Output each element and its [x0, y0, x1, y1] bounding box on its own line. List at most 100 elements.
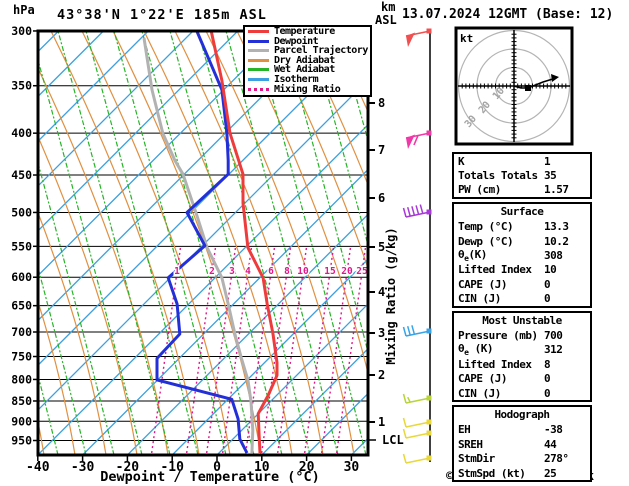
dry-adiabat-line-swatch — [248, 58, 269, 62]
most-unstable-section-title: Most Unstable — [482, 313, 562, 327]
wet-adiabat-line — [57, 31, 171, 455]
parcel-trajectory-curve — [142, 37, 255, 454]
dry-adiabat-line — [174, 31, 324, 455]
temperature-tick-label: -10 — [160, 460, 184, 475]
info-row-stmdir: StmDir 278° — [454, 451, 590, 465]
mixing-ratio-value-label: 15 — [324, 266, 336, 277]
legend-label: Dry Adiabat — [274, 54, 335, 66]
value: 0 — [544, 292, 551, 306]
mixing-ratio-value-label: 1 — [174, 266, 180, 277]
wet-adiabat-line — [38, 160, 115, 455]
pressure-tick-label: 600 — [11, 270, 32, 284]
info-row-surface-temp: Temp (°C) 13.3 — [454, 220, 590, 234]
temperature-tick-label: 30 — [344, 460, 360, 475]
dry-adiabat-line — [38, 66, 169, 455]
wind-barb — [402, 325, 432, 337]
isotherm-line — [126, 213, 368, 455]
wet-adiabat-line — [281, 31, 368, 355]
value: 0 — [544, 372, 551, 386]
mixing-ratio-value-label: 4 — [245, 266, 251, 277]
legend-label: Dewpoint — [274, 35, 319, 47]
wet-adiabat-line-swatch — [248, 68, 269, 72]
mixing-ratio-line-swatch — [248, 87, 269, 91]
wet-adiabat-line — [38, 57, 143, 455]
wind-barb — [405, 130, 432, 149]
value: 0 — [544, 277, 551, 291]
info-row-mu-theta-e: θe (K) 312 — [454, 342, 590, 357]
pressure-tick-label: 950 — [11, 434, 32, 448]
value: 278° — [544, 452, 569, 466]
value: 10.2 — [544, 234, 569, 248]
hodograph-stats-box: Hodograph EH -38 SREH 44 StmDir 278° Stm… — [452, 405, 592, 483]
surface-section-title: Surface — [500, 205, 544, 219]
mixing-ratio-value-label: 8 — [284, 266, 290, 277]
hodograph-storm-marker — [525, 85, 531, 91]
legend-label: Wet Adiabat — [274, 64, 335, 76]
legend-item-mixing-ratio: Mixing Ratio — [245, 84, 370, 94]
pressure-tick-label: 900 — [11, 414, 32, 428]
mixing-ratio-line — [221, 247, 253, 455]
value: 44 — [544, 437, 557, 451]
isotherm-line — [38, 31, 284, 277]
pressure-tick-label: 450 — [11, 168, 32, 182]
pressure-tick-label: 350 — [11, 79, 32, 93]
indices-box: K 1 Totals Totals 35 PW (cm) 1.57 — [452, 152, 592, 200]
mixing-ratio-value-label: 6 — [268, 266, 274, 277]
wind-barb — [402, 428, 432, 439]
temperature-tick-label: -30 — [71, 460, 95, 475]
wet-adiabat-line — [85, 31, 199, 455]
wet-adiabat-line — [197, 31, 311, 455]
temperature-tick-label: 0 — [213, 460, 221, 475]
plot-area: 1 2 3 4 6 8 10 15 20 25 — [38, 31, 368, 455]
mixing-ratio-axis-label: Mixing Ratio (g/kg) — [384, 227, 398, 364]
wind-barb — [402, 393, 432, 404]
lcl-label: LCL — [382, 433, 404, 447]
info-row-eh: EH -38 — [454, 423, 590, 437]
info-row-mu-cape: CAPE (J) 0 — [454, 371, 590, 385]
value: 1 — [544, 154, 551, 168]
asl-label: ASL — [375, 13, 397, 27]
wet-adiabat-line — [309, 31, 368, 248]
mixing-ratio-value-label: 2 — [209, 266, 215, 277]
info-row-surface-cape: CAPE (J) 0 — [454, 277, 590, 291]
info-row-surface-dewp: Dewp (°C) 10.2 — [454, 234, 590, 248]
km-tick-label: 8 — [378, 96, 385, 110]
mixing-ratio-line — [276, 247, 308, 455]
info-row-stmspd: StmSpd (kt) 25 — [454, 466, 590, 480]
km-tick-label: 7 — [378, 143, 385, 157]
wind-barb — [402, 417, 432, 428]
isotherm-line-swatch — [248, 78, 269, 81]
legend-label: Parcel Trajectory — [274, 45, 368, 57]
info-row-pw: PW (cm) 1.57 — [454, 183, 590, 197]
wet-adiabat-line — [169, 31, 283, 455]
legend-item-wet-adiabat: Wet Adiabat — [245, 65, 370, 75]
hodograph-section-title: Hodograph — [494, 408, 550, 422]
parcel-line-swatch — [248, 49, 269, 53]
value: 13.3 — [544, 220, 569, 234]
info-row-mu-cin: CIN (J) 0 — [454, 386, 590, 400]
value: 1.57 — [544, 183, 569, 197]
legend-item-dewpoint: Dewpoint — [245, 35, 370, 47]
legend-item-parcel: Parcel Trajectory — [245, 46, 370, 56]
info-row-k: K 1 — [454, 154, 590, 168]
mixing-ratio-value-label: 3 — [229, 266, 235, 277]
value: 8 — [544, 357, 551, 371]
pressure-tick-label: 700 — [11, 325, 32, 339]
temperature-curve — [209, 31, 279, 454]
pressure-tick-label: 400 — [11, 126, 32, 140]
legend-label: Temperature — [274, 26, 335, 38]
value: 0 — [544, 386, 551, 400]
isotherm-line — [171, 258, 368, 455]
value: 10 — [544, 263, 557, 277]
wind-barb — [402, 453, 432, 464]
pressure-tick-label: 750 — [11, 350, 32, 364]
mixing-ratio-value-label: 25 — [356, 266, 368, 277]
dewpoint-line-swatch — [248, 39, 269, 43]
km-tick-label: 5 — [378, 240, 385, 254]
value: 35 — [544, 169, 557, 183]
pressure-tick-label: 850 — [11, 394, 32, 408]
info-row-surface-lifted-index: Lifted Index 10 — [454, 263, 590, 277]
value: 308 — [544, 249, 563, 263]
